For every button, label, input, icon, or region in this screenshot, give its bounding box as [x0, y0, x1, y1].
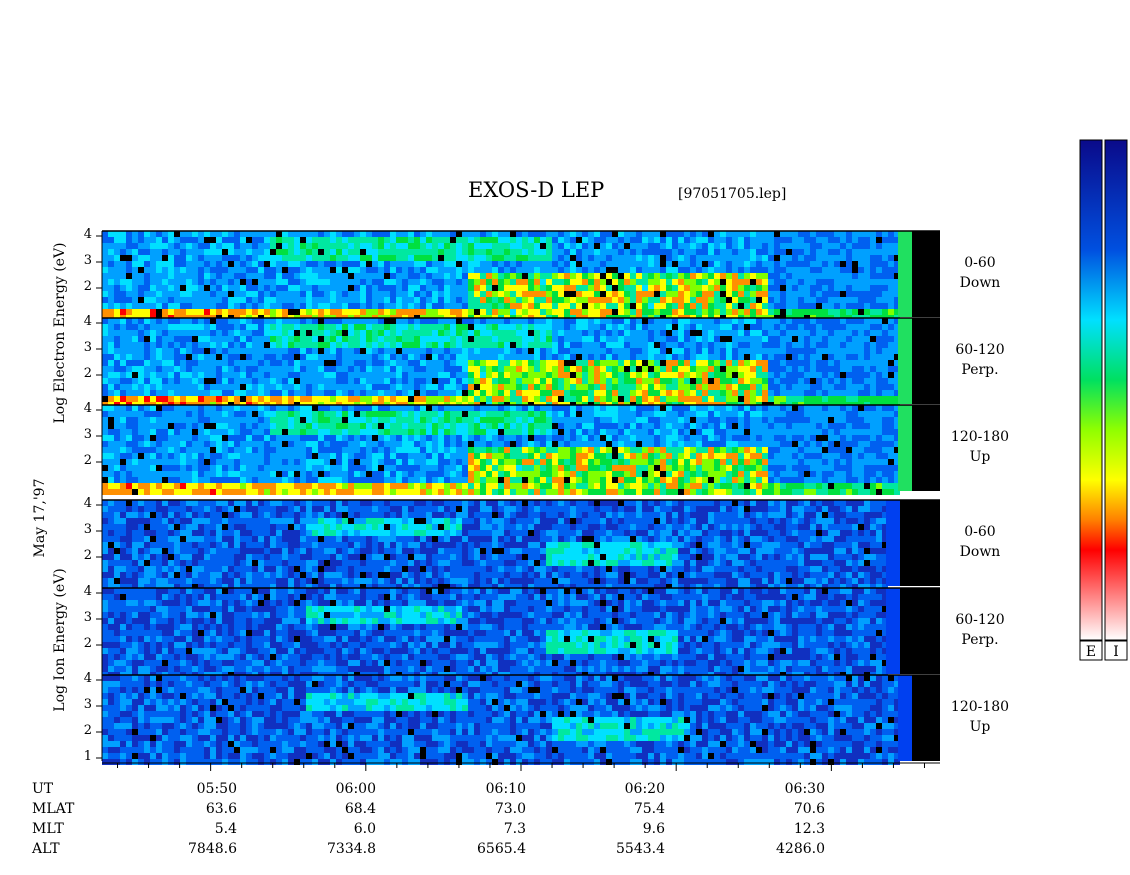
orbit-param-value: 73.0 — [494, 801, 526, 817]
orbit-param-value: 68.4 — [344, 801, 376, 817]
panel-label-ion-up: 120-180 Up — [950, 699, 1010, 735]
electron-energy-ylabel: Log Electron Energy (eV) — [52, 242, 68, 424]
orbit-param-value: 7334.8 — [327, 841, 376, 857]
date-label: May 17,'97 — [32, 478, 48, 558]
panel-label-electron-perp: 60-120 Perp. — [955, 342, 1005, 378]
orbit-param-value: 75.4 — [633, 801, 665, 817]
chart-title: EXOS-D LEP — [468, 178, 605, 202]
orbit-param-value: 06:10 — [485, 781, 526, 797]
y-tick-label: 2 — [83, 548, 92, 563]
orbit-param-name: ALT — [32, 841, 60, 857]
colorbar-label: I — [1113, 644, 1119, 660]
panel-label-electron-down: 0-60 Down — [959, 255, 1001, 291]
orbit-param-value: 6.0 — [353, 821, 376, 837]
spectrogram-panel-ion-120-180 — [102, 674, 940, 765]
orbit-param-value: 5543.4 — [616, 841, 665, 857]
panel-label-electron-up: 120-180 Up — [950, 429, 1010, 465]
colorbar-label: E — [1086, 644, 1096, 660]
y-tick-label: 3 — [83, 522, 92, 537]
panel-label-ion-down: 0-60 Down — [959, 524, 1001, 560]
orbit-param-value: 63.6 — [205, 801, 237, 817]
colorbar-label-box — [1079, 640, 1103, 661]
y-tick-label: 2 — [83, 723, 92, 738]
spectrogram-panel-electron-120-180 — [102, 404, 940, 495]
y-tick-label: 4 — [83, 401, 92, 416]
orbit-param-value: 4286.0 — [776, 841, 825, 857]
spectrogram-panel-electron-60-120 — [102, 317, 940, 408]
y-tick-label: 3 — [83, 610, 92, 625]
orbit-param-name: MLAT — [32, 801, 75, 817]
y-tick-label: 4 — [83, 314, 92, 329]
orbit-param-value: 06:00 — [335, 781, 376, 797]
orbit-param-value: 70.6 — [793, 801, 825, 817]
orbit-param-value: 06:20 — [624, 781, 665, 797]
spectrogram-panel-electron-0-60 — [102, 230, 940, 321]
colorbar-I — [1104, 139, 1128, 641]
y-tick-label: 3 — [83, 340, 92, 355]
y-tick-label: 2 — [83, 366, 92, 381]
ion-energy-ylabel: Log Ion Energy (eV) — [52, 568, 68, 712]
orbit-param-value: 05:50 — [196, 781, 237, 797]
y-tick-label: 1 — [83, 749, 92, 764]
y-tick-label: 4 — [83, 227, 92, 242]
y-tick-label: 3 — [83, 253, 92, 268]
orbit-param-name: MLT — [32, 821, 64, 837]
spectrogram-panel-ion-0-60 — [102, 499, 940, 590]
y-tick-label: 2 — [83, 636, 92, 651]
orbit-param-value: 7848.6 — [188, 841, 237, 857]
colorbar-E — [1079, 139, 1103, 641]
file-name: [97051705.lep] — [678, 186, 787, 202]
orbit-param-value: 06:30 — [784, 781, 825, 797]
y-tick-label: 2 — [83, 453, 92, 468]
orbit-param-name: UT — [32, 781, 54, 797]
orbit-param-value: 12.3 — [793, 821, 825, 837]
y-tick-label: 4 — [83, 496, 92, 511]
y-tick-label: 3 — [83, 427, 92, 442]
orbit-param-value: 6565.4 — [477, 841, 526, 857]
y-tick-label: 4 — [83, 584, 92, 599]
y-tick-label: 2 — [83, 279, 92, 294]
orbit-param-value: 7.3 — [503, 821, 526, 837]
spectrogram-panel-ion-60-120 — [102, 587, 940, 678]
panel-label-ion-perp: 60-120 Perp. — [955, 612, 1005, 648]
orbit-param-value: 5.4 — [214, 821, 237, 837]
colorbar-label-box — [1104, 640, 1128, 661]
y-tick-label: 4 — [83, 671, 92, 686]
orbit-param-value: 9.6 — [642, 821, 665, 837]
y-tick-label: 3 — [83, 697, 92, 712]
